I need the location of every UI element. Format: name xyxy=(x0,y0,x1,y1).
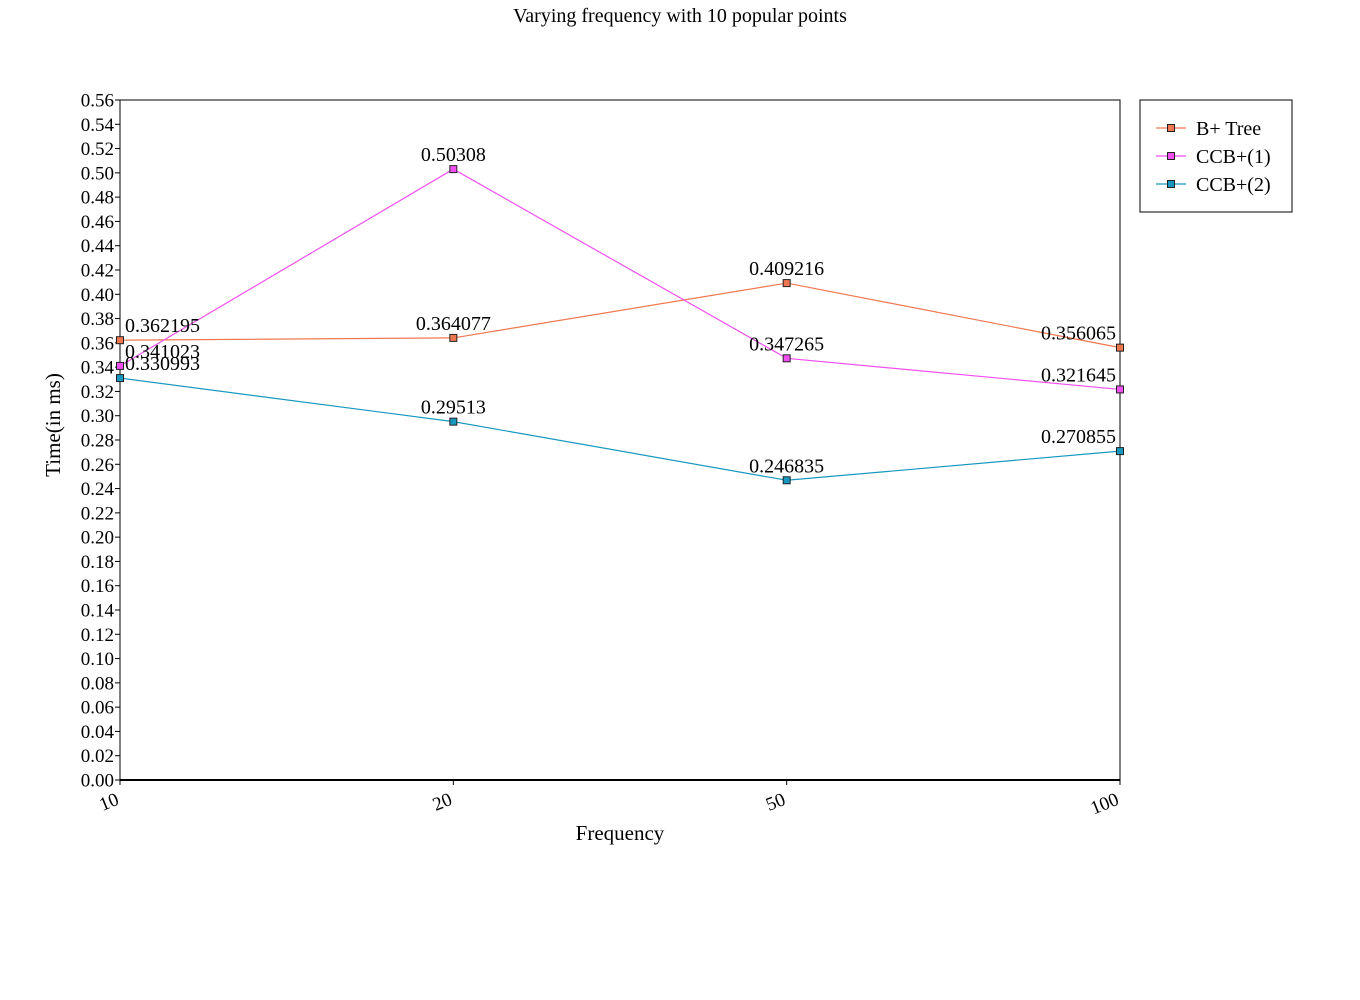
series-layer xyxy=(116,165,1124,485)
x-axis: 10 20 50 100 xyxy=(96,779,1122,819)
y-tick-label: 0.14 xyxy=(81,601,115,622)
data-label-ccb-1: 0.341023 xyxy=(125,341,200,363)
legend: B+ Tree CCB+(1) CCB+(2) xyxy=(1139,99,1293,213)
legend-label-ccb-2: CCB+(2) xyxy=(1196,174,1271,196)
data-point-ccb-2 xyxy=(782,476,791,485)
y-tick-label: 0.02 xyxy=(81,746,114,767)
data-label-b-tree: 0.362195 xyxy=(125,315,200,337)
y-tick-label: 0.04 xyxy=(81,722,115,743)
data-label-ccb-1: 0.50308 xyxy=(421,144,486,166)
y-tick-label: 0.24 xyxy=(81,479,115,500)
chart-title: Varying frequency with 10 popular points xyxy=(513,5,847,27)
legend-label-ccb-1: CCB+(1) xyxy=(1196,146,1271,168)
x-tick-label: 100 xyxy=(1088,789,1122,819)
y-tick-label: 0.12 xyxy=(81,625,114,646)
y-tick-label: 0.00 xyxy=(81,771,114,792)
data-label-ccb-1: 0.321645 xyxy=(1041,364,1116,386)
data-label-ccb-2: 0.270855 xyxy=(1041,426,1116,448)
data-point-ccb-2 xyxy=(116,374,124,383)
data-label-ccb-2: 0.246835 xyxy=(749,455,824,477)
y-tick-label: 0.20 xyxy=(81,528,114,549)
data-point-b-tree xyxy=(782,279,791,288)
data-label-b-tree: 0.409216 xyxy=(749,258,824,280)
x-tick-label: 10 xyxy=(96,789,121,816)
y-tick-label: 0.54 xyxy=(81,115,115,136)
legend-marker-ccb-1 xyxy=(1167,152,1175,160)
y-tick-label: 0.36 xyxy=(81,333,114,354)
data-point-ccb-1 xyxy=(116,361,124,370)
y-tick-label: 0.28 xyxy=(81,431,114,452)
data-point-b-tree xyxy=(449,333,458,342)
y-tick-label: 0.38 xyxy=(81,309,114,330)
y-tick-label: 0.32 xyxy=(81,382,114,403)
y-tick-label: 0.44 xyxy=(81,236,115,257)
y-tick-label: 0.48 xyxy=(81,188,114,209)
plot-area-frame xyxy=(119,99,1121,781)
legend-marker-b-tree xyxy=(1167,124,1175,132)
y-tick-label: 0.56 xyxy=(81,91,114,112)
data-point-ccb-1 xyxy=(1116,385,1124,394)
series-line-ccb-2 xyxy=(119,377,1121,481)
data-point-ccb-1 xyxy=(449,165,458,174)
y-tick-label: 0.26 xyxy=(81,455,114,476)
data-point-ccb-1 xyxy=(782,354,791,363)
y-tick-label: 0.50 xyxy=(81,163,114,184)
y-tick-label: 0.18 xyxy=(81,552,114,573)
data-label-ccb-1: 0.347265 xyxy=(749,333,824,355)
y-tick-label: 0.22 xyxy=(81,503,114,524)
y-tick-label: 0.06 xyxy=(81,698,114,719)
data-label-b-tree: 0.364077 xyxy=(416,313,491,335)
data-point-b-tree xyxy=(1116,343,1124,352)
data-label-b-tree: 0.356065 xyxy=(1041,323,1116,345)
series-line-ccb-1 xyxy=(119,168,1121,391)
y-tick-label: 0.10 xyxy=(81,649,114,670)
y-axis: 0.00 0.02 0.04 0.06 0.08 0.10 0.12 0.14 0.16 0.18… xyxy=(81,91,120,792)
series-line-b-tree xyxy=(119,282,1121,349)
y-tick-label: 0.34 xyxy=(81,358,115,379)
y-tick-label: 0.46 xyxy=(81,212,114,233)
data-labels-layer: 0.362195 0.364077 0.409216 0.356065 0.341023… xyxy=(125,144,1116,477)
legend-marker-ccb-2 xyxy=(1167,180,1175,188)
data-point-b-tree xyxy=(116,336,124,345)
data-label-ccb-2: 0.29513 xyxy=(421,397,486,419)
data-point-ccb-2 xyxy=(449,417,458,426)
data-label-ccb-2: 0.330993 xyxy=(125,353,200,375)
y-tick-label: 0.40 xyxy=(81,285,114,306)
y-axis-label: Time(in ms) xyxy=(41,373,65,477)
y-tick-label: 0.08 xyxy=(81,673,114,694)
legend-label-b-tree: B+ Tree xyxy=(1196,118,1261,140)
y-tick-label: 0.30 xyxy=(81,406,114,427)
y-tick-label: 0.52 xyxy=(81,139,114,160)
data-point-ccb-2 xyxy=(1116,447,1124,456)
x-tick-label: 20 xyxy=(430,789,455,816)
y-tick-label: 0.42 xyxy=(81,261,114,282)
x-tick-label: 50 xyxy=(763,789,788,816)
x-axis-label: Frequency xyxy=(576,821,665,845)
y-tick-label: 0.16 xyxy=(81,576,114,597)
